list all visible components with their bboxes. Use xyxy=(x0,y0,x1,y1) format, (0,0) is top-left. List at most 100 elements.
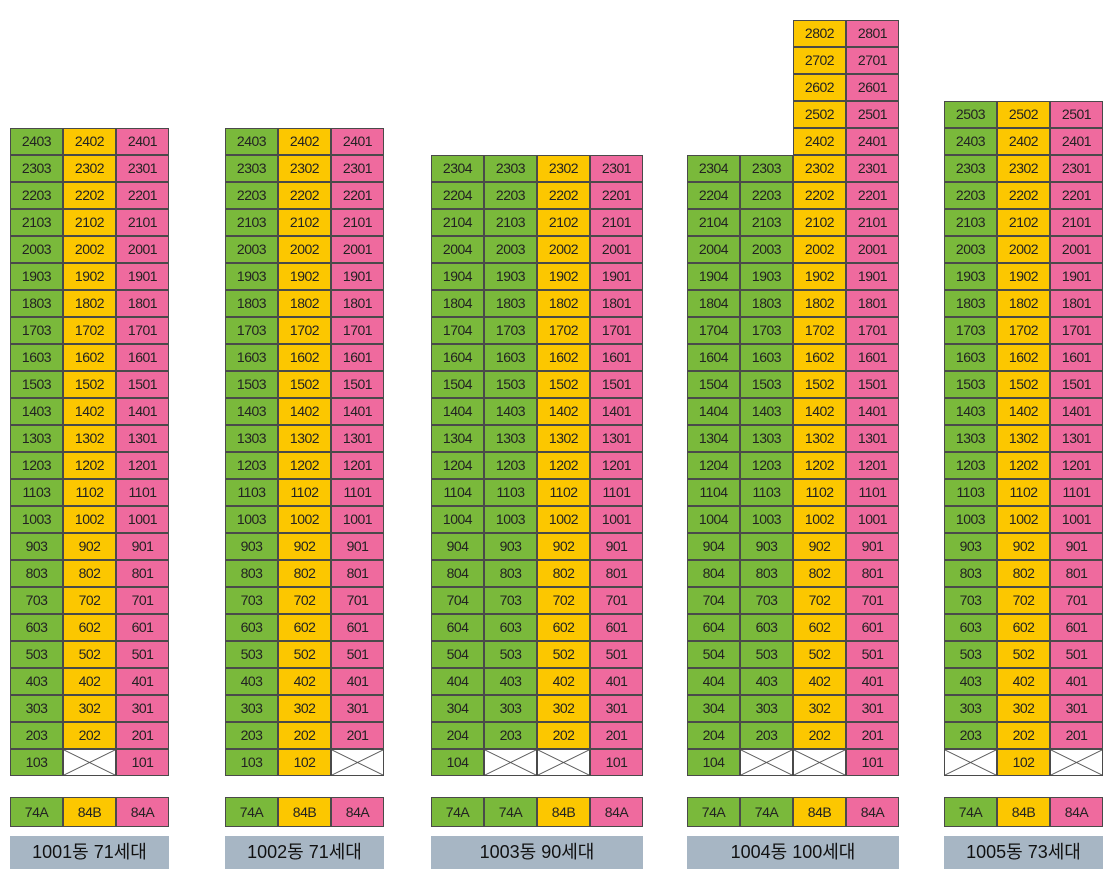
unit-cell: 301 xyxy=(1050,695,1103,722)
unit-cell: 1001 xyxy=(846,506,899,533)
unit-cell: 803 xyxy=(740,560,793,587)
unit-cell: 1203 xyxy=(10,452,63,479)
unit-cell: 901 xyxy=(590,533,643,560)
building-caption: 1002동 71세대 xyxy=(225,836,384,869)
unit-cell: 1803 xyxy=(10,290,63,317)
unit-cell: 303 xyxy=(484,695,537,722)
unit-cell: 1403 xyxy=(484,398,537,425)
unit-cell: 2103 xyxy=(10,209,63,236)
unit-cell: 1901 xyxy=(116,263,169,290)
unit-cell: 603 xyxy=(10,614,63,641)
unit-cell: 1302 xyxy=(278,425,331,452)
unit-cell: 2001 xyxy=(331,236,384,263)
unit-cell: 1001 xyxy=(1050,506,1103,533)
unit-cell: 2203 xyxy=(225,182,278,209)
unit-cell: 2003 xyxy=(225,236,278,263)
unit-cell: 1702 xyxy=(997,317,1050,344)
unit-cell: 1603 xyxy=(484,344,537,371)
unit-cell: 801 xyxy=(846,560,899,587)
unit-cell: 1204 xyxy=(431,452,484,479)
unit-cell: 104 xyxy=(687,749,740,776)
unit-cell: 1602 xyxy=(793,344,846,371)
unit-cell: 401 xyxy=(116,668,169,695)
unit-cell: 1102 xyxy=(537,479,590,506)
unit-cell: 1401 xyxy=(331,398,384,425)
unit-cell: 1401 xyxy=(1050,398,1103,425)
unit-cell: 202 xyxy=(278,722,331,749)
unit-cell: 1702 xyxy=(793,317,846,344)
unit-cell: 901 xyxy=(1050,533,1103,560)
unit-cell: 601 xyxy=(846,614,899,641)
unit-cell: 2501 xyxy=(1050,101,1103,128)
unit-cell: 803 xyxy=(944,560,997,587)
unit-cell: 1802 xyxy=(997,290,1050,317)
building-caption: 1003동 90세대 xyxy=(431,836,643,869)
unit-cell: 1303 xyxy=(944,425,997,452)
unit-cell: 804 xyxy=(431,560,484,587)
unit-cell: 601 xyxy=(590,614,643,641)
unit-cell: 602 xyxy=(278,614,331,641)
unit-cell: 704 xyxy=(431,587,484,614)
unit-cell: 1202 xyxy=(278,452,331,479)
unit-cell: 2403 xyxy=(10,128,63,155)
unit-cell: 2204 xyxy=(687,182,740,209)
unit-cell: 1302 xyxy=(63,425,116,452)
unit-cell: 1601 xyxy=(846,344,899,371)
unit-cell: 1102 xyxy=(278,479,331,506)
unit-cell: 2201 xyxy=(1050,182,1103,209)
unit-cell: 1104 xyxy=(431,479,484,506)
unit-cell: 1201 xyxy=(116,452,169,479)
unit-cell: 201 xyxy=(1050,722,1103,749)
unit-cell: 603 xyxy=(740,614,793,641)
unit-cell: 1501 xyxy=(846,371,899,398)
unit-cell: 1604 xyxy=(687,344,740,371)
unit-cell: 1903 xyxy=(944,263,997,290)
unit-cell: 401 xyxy=(1050,668,1103,695)
unit-cell: 1301 xyxy=(331,425,384,452)
unit-cell: 2502 xyxy=(997,101,1050,128)
unit-cell: 301 xyxy=(331,695,384,722)
unit-cell: 2503 xyxy=(944,101,997,128)
unit-cell: 2303 xyxy=(944,155,997,182)
unit-cell: 1602 xyxy=(537,344,590,371)
unit-cell: 1701 xyxy=(1050,317,1103,344)
unit-cell: 202 xyxy=(537,722,590,749)
unit-cell: 1602 xyxy=(997,344,1050,371)
unit-cell: 1501 xyxy=(116,371,169,398)
unit-cell: 1101 xyxy=(331,479,384,506)
unit-cell: 203 xyxy=(484,722,537,749)
unit-cell-empty xyxy=(944,749,997,776)
unit-cell: 1703 xyxy=(484,317,537,344)
unit-cell: 2401 xyxy=(1050,128,1103,155)
unit-cell: 104 xyxy=(431,749,484,776)
unit-cell: 1903 xyxy=(225,263,278,290)
unit-cell: 801 xyxy=(590,560,643,587)
unit-cell: 1002 xyxy=(793,506,846,533)
unit-cell: 802 xyxy=(793,560,846,587)
unit-cell: 1104 xyxy=(687,479,740,506)
unit-cell: 2003 xyxy=(740,236,793,263)
unit-cell: 403 xyxy=(740,668,793,695)
unit-cell: 1202 xyxy=(63,452,116,479)
unit-cell: 1501 xyxy=(590,371,643,398)
unit-cell: 1501 xyxy=(1050,371,1103,398)
unit-cell: 2103 xyxy=(225,209,278,236)
unit-cell: 1201 xyxy=(331,452,384,479)
unit-cell: 2402 xyxy=(997,128,1050,155)
unit-cell: 801 xyxy=(331,560,384,587)
unit-cell: 103 xyxy=(10,749,63,776)
unit-cell: 203 xyxy=(944,722,997,749)
unit-cell: 1403 xyxy=(10,398,63,425)
unit-cell: 102 xyxy=(997,749,1050,776)
unit-cell: 503 xyxy=(944,641,997,668)
unit-cell: 202 xyxy=(793,722,846,749)
unit-cell: 1803 xyxy=(484,290,537,317)
unit-cell: 1801 xyxy=(846,290,899,317)
unit-type-legend: 84B xyxy=(793,797,846,827)
unit-cell: 1804 xyxy=(687,290,740,317)
unit-cell: 1203 xyxy=(484,452,537,479)
unit-cell: 1403 xyxy=(740,398,793,425)
unit-cell: 602 xyxy=(793,614,846,641)
unit-cell: 1702 xyxy=(278,317,331,344)
unit-cell: 702 xyxy=(793,587,846,614)
